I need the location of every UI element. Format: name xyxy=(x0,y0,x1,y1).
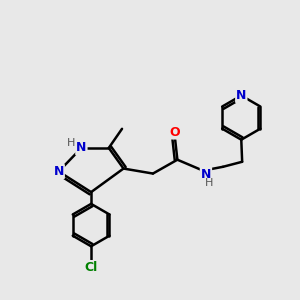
Text: N: N xyxy=(201,168,211,181)
Text: O: O xyxy=(170,125,180,139)
Text: N: N xyxy=(236,89,247,102)
Text: Cl: Cl xyxy=(85,261,98,274)
Text: N: N xyxy=(53,165,64,178)
Text: H: H xyxy=(205,178,214,188)
Text: N: N xyxy=(76,141,87,154)
Text: H: H xyxy=(67,138,75,148)
